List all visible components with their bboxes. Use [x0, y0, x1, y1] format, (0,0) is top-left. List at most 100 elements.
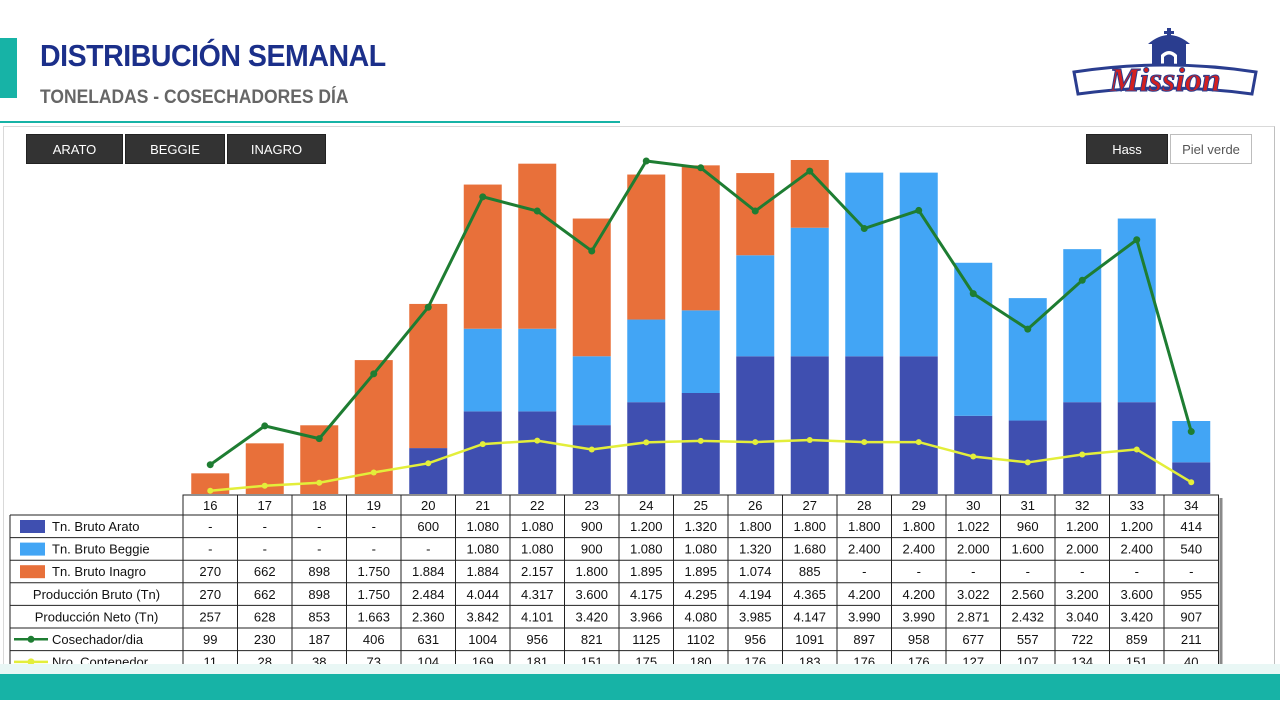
- data-cell: -: [1080, 564, 1084, 579]
- cosechador-point: [588, 247, 596, 255]
- row-arato-label: Tn. Bruto Arato: [52, 519, 139, 534]
- data-cell: 1.320: [684, 519, 717, 534]
- data-cell: 270: [199, 564, 221, 579]
- data-cell: 3.985: [739, 609, 772, 624]
- data-cell: 1.750: [357, 564, 390, 579]
- data-cell: 1.895: [684, 564, 717, 579]
- data-cell: 955: [1180, 587, 1202, 602]
- data-cell: 187: [308, 632, 330, 647]
- data-cell: 3.200: [1066, 587, 1099, 602]
- data-cell: 722: [1071, 632, 1093, 647]
- data-cell: 1.200: [630, 519, 663, 534]
- bar-arato: [463, 411, 502, 494]
- data-cell: 956: [744, 632, 766, 647]
- data-cell: 4.101: [521, 609, 554, 624]
- bar-beggie: [845, 172, 884, 357]
- week-label: 17: [258, 498, 272, 513]
- data-cell: 2.400: [902, 542, 935, 557]
- filter-inagro-button[interactable]: INAGRO: [227, 134, 326, 164]
- bar-beggie: [790, 227, 829, 357]
- data-cell: -: [917, 564, 921, 579]
- data-cell: 4.200: [848, 587, 881, 602]
- data-cell: 4.044: [466, 587, 499, 602]
- filter-piel-verde-button[interactable]: Piel verde: [1170, 134, 1252, 164]
- data-cell: -: [372, 519, 376, 534]
- bar-inagro: [627, 174, 666, 320]
- bar-beggie: [572, 356, 611, 426]
- contenedor-point: [861, 439, 868, 446]
- data-cell: 4.295: [684, 587, 717, 602]
- data-cell: 958: [908, 632, 930, 647]
- variety-filter-group: Hass Piel verde: [1086, 134, 1254, 164]
- data-cell: 900: [581, 542, 603, 557]
- bar-arato: [845, 356, 884, 494]
- page-title: DISTRIBUCIÓN SEMANAL: [40, 38, 386, 73]
- data-cell: 2.560: [1011, 587, 1044, 602]
- data-cell: 1091: [795, 632, 824, 647]
- bar-beggie: [681, 310, 720, 393]
- week-label: 28: [857, 498, 871, 513]
- data-cell: 1.022: [957, 519, 990, 534]
- data-cell: 4.200: [902, 587, 935, 602]
- data-cell: 3.022: [957, 587, 990, 602]
- bar-inagro: [518, 163, 557, 329]
- bar-arato: [1008, 420, 1047, 494]
- data-cell: 2.000: [1066, 542, 1099, 557]
- data-cell: 211: [1181, 632, 1202, 647]
- data-cell: 557: [1017, 632, 1039, 647]
- data-cell: 3.420: [575, 609, 608, 624]
- data-cell: 3.990: [848, 609, 881, 624]
- data-cell: 960: [1017, 519, 1039, 534]
- data-cell: 3.966: [630, 609, 663, 624]
- week-label: 25: [694, 498, 708, 513]
- contenedor-point: [316, 479, 323, 486]
- data-cell: 898: [308, 587, 330, 602]
- data-cell: 1.600: [1011, 542, 1044, 557]
- cosechador-point: [533, 207, 541, 215]
- data-cell: 1.080: [684, 542, 717, 557]
- data-cell: 631: [417, 632, 439, 647]
- data-cell: -: [1135, 564, 1139, 579]
- contenedor-point: [1188, 479, 1195, 486]
- bar-beggie: [736, 255, 775, 357]
- week-label: 31: [1021, 498, 1035, 513]
- bar-beggie: [899, 172, 938, 357]
- cosechador-point: [969, 290, 977, 298]
- data-cell: 2.484: [412, 587, 445, 602]
- data-cell: -: [317, 519, 321, 534]
- data-cell: 4.194: [739, 587, 772, 602]
- mission-logo-text: Mission: [1108, 62, 1221, 99]
- data-cell: -: [971, 564, 975, 579]
- bar-arato: [409, 448, 448, 494]
- bar-arato: [790, 356, 829, 494]
- footer-band-light: [0, 664, 1280, 674]
- data-cell: 4.317: [521, 587, 554, 602]
- contenedor-point: [915, 439, 922, 446]
- week-label: 22: [530, 498, 544, 513]
- data-cell: 1.884: [466, 564, 499, 579]
- data-cell: 406: [363, 632, 385, 647]
- data-cell: 3.600: [575, 587, 608, 602]
- bar-arato: [518, 411, 557, 494]
- row-arato-swatch: [20, 520, 45, 533]
- filter-beggie-button[interactable]: BEGGIE: [125, 134, 225, 164]
- data-cell: 1.080: [521, 542, 554, 557]
- data-cell: 230: [254, 632, 276, 647]
- week-label: 21: [476, 498, 490, 513]
- data-cell: 1.080: [630, 542, 663, 557]
- data-cell: 257: [199, 609, 221, 624]
- filter-hass-button[interactable]: Hass: [1086, 134, 1168, 164]
- contenedor-point: [588, 446, 595, 453]
- footer-band: [0, 674, 1280, 700]
- data-cell: 4.147: [793, 609, 826, 624]
- bar-inagro: [463, 184, 502, 329]
- data-cell: 2.000: [957, 542, 990, 557]
- data-cell: -: [1026, 564, 1030, 579]
- week-label: 20: [421, 498, 435, 513]
- company-filter-group: ARATO BEGGIE INAGRO: [26, 134, 328, 164]
- cosechador-point: [1078, 276, 1086, 284]
- data-cell: -: [372, 542, 376, 557]
- data-cell: 4.080: [684, 609, 717, 624]
- filter-arato-button[interactable]: ARATO: [26, 134, 123, 164]
- week-label: 26: [748, 498, 762, 513]
